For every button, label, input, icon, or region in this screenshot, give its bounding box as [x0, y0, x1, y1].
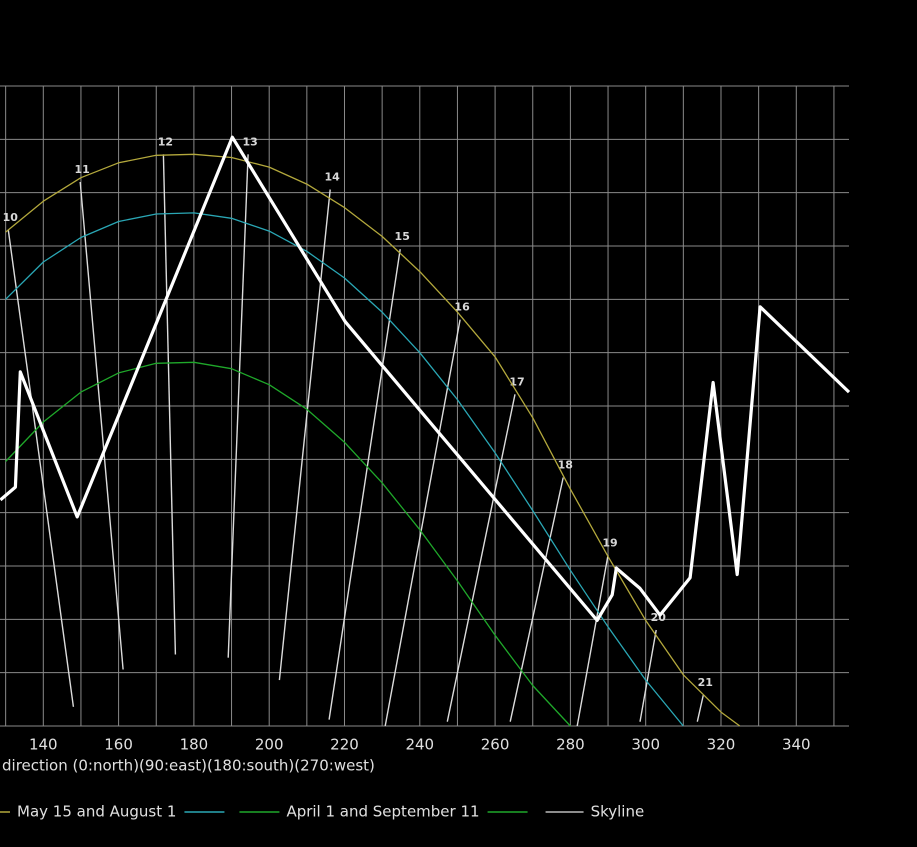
legend-label: May 15 and August 1 [17, 803, 176, 821]
hour-line [162, 154, 177, 655]
hour-label: 17 [509, 375, 524, 388]
x-tick-label: 180 [180, 736, 209, 754]
legend-label: April 1 and September 11 [286, 803, 479, 821]
hour-label: 16 [454, 301, 470, 314]
x-tick-label: 140 [29, 736, 58, 754]
hour-label: 18 [558, 458, 573, 471]
hour-label: 14 [325, 170, 341, 183]
x-tick-label: 340 [782, 736, 811, 754]
hour-line [509, 477, 564, 722]
series-line [5, 361, 571, 727]
hour-line [696, 694, 704, 722]
x-tick-label: 160 [104, 736, 133, 754]
hour-line [639, 629, 657, 722]
series-line [5, 153, 741, 727]
hour-label: 10 [3, 211, 19, 224]
hour-label: 12 [158, 135, 173, 148]
x-tick-label: 220 [330, 736, 359, 754]
hour-line [79, 181, 124, 670]
hour-line [7, 229, 75, 707]
hour-line [227, 154, 249, 658]
x-tick-label: 300 [631, 736, 660, 754]
hour-label: 13 [242, 135, 257, 148]
x-tick-label: 240 [405, 736, 434, 754]
hour-label: 21 [698, 676, 713, 689]
hour-label: 19 [602, 536, 617, 549]
x-tick-label: 320 [707, 736, 736, 754]
legend-label: Skyline [591, 803, 645, 821]
hour-line [328, 249, 401, 720]
x-tick-label: 260 [481, 736, 510, 754]
x-tick-label: 200 [255, 736, 284, 754]
series-line [5, 212, 684, 727]
series-line [0, 135, 851, 622]
hour-label: 15 [395, 230, 410, 243]
hour-line [446, 394, 516, 722]
x-axis-label: direction (0:north)(90:east)(180:south)(… [2, 757, 375, 775]
hour-line [278, 189, 331, 681]
x-tick-label: 280 [556, 736, 585, 754]
hour-label: 11 [75, 163, 90, 176]
hour-line [576, 555, 609, 727]
